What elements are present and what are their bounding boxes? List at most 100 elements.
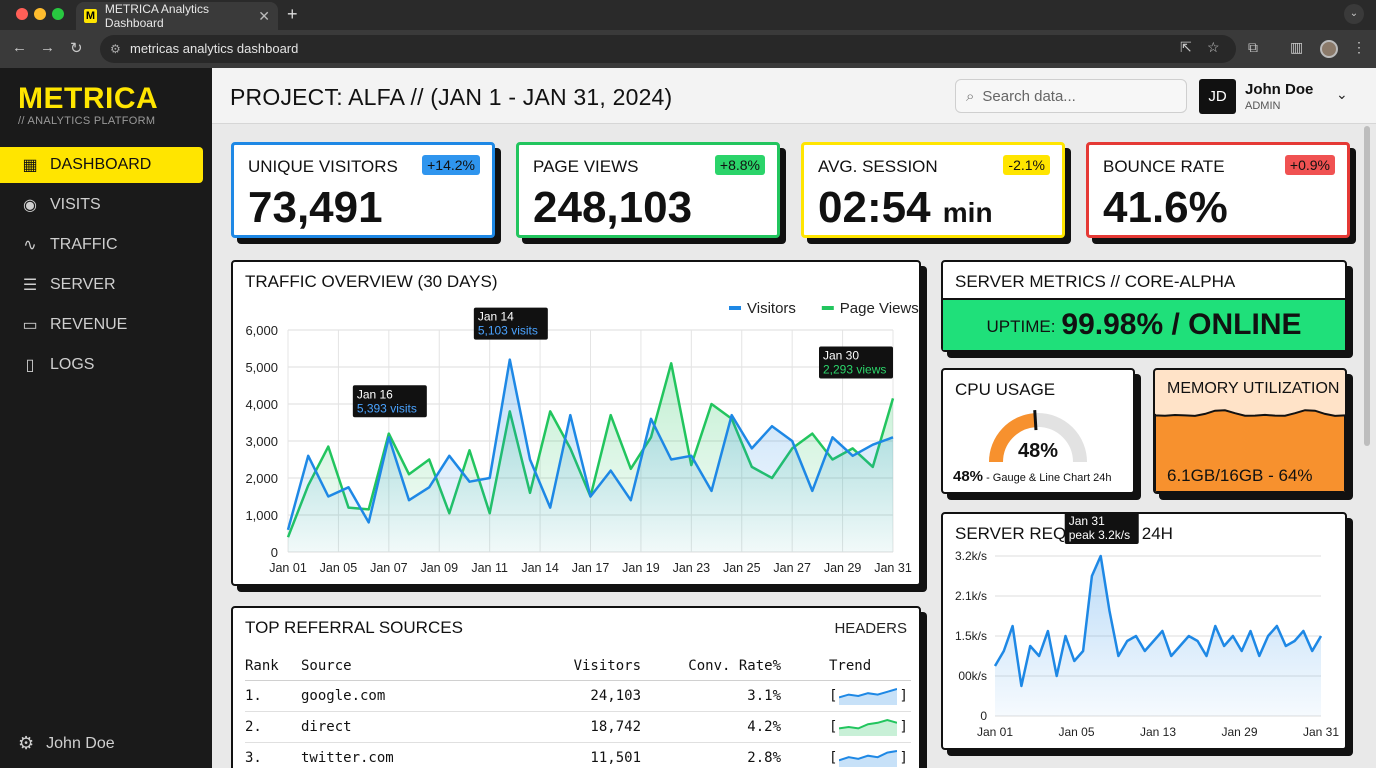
scrollbar[interactable] <box>1364 126 1372 766</box>
bookmark-star-icon[interactable]: ☆ <box>1207 39 1220 55</box>
window-minimize-dot[interactable] <box>34 8 46 20</box>
extensions-icon[interactable]: ⧉ <box>1248 39 1258 55</box>
chevron-down-icon[interactable]: ⌄ <box>1336 86 1348 102</box>
browser-menu-icon[interactable]: ⋮ <box>1352 39 1366 55</box>
table-row[interactable]: 2. direct 18,742 4.2% [] <box>245 711 911 743</box>
sidebar-item-revenue[interactable]: ▭ REVENUE <box>0 307 203 343</box>
install-app-icon[interactable]: ⇱ <box>1180 39 1192 55</box>
browser-tab-strip: M METRICA Analytics Dashboard ✕ + ⌄ <box>0 0 1376 30</box>
kpi-value-unit: min <box>942 197 993 228</box>
traffic-chart[interactable]: 0 1,000 2,000 3,000 4,000 5,000 6,000 Jan 01 Jan… <box>233 262 919 584</box>
tab-close-icon[interactable]: ✕ <box>258 7 270 24</box>
address-bar[interactable]: ⚙ metricas analytics dashboard <box>100 35 1236 63</box>
sparkline-area <box>839 688 898 705</box>
site-info-icon[interactable]: ⚙ <box>110 42 121 56</box>
y-tick-label: 6,000 <box>245 323 278 338</box>
sidebar-item-server[interactable]: ☰ SERVER <box>0 267 203 303</box>
logo[interactable]: METRICA <box>18 82 159 115</box>
sidebar-item-label: LOGS <box>50 356 95 373</box>
referral-sources-card: TOP REFERRAL SOURCES HEADERS Rank Source… <box>231 606 921 768</box>
x-tick-label: Jan 13 <box>1140 725 1176 739</box>
side-panel-icon[interactable]: ▥ <box>1290 39 1304 55</box>
cpu-gauge-value: 48% <box>1017 440 1059 462</box>
kpi-card-unique-visitors[interactable]: UNIQUE VISITORS +14.2% 73,491 <box>231 142 495 238</box>
row-rank: 2. <box>245 711 301 743</box>
uptime-value: 99.98% / ONLINE <box>1061 308 1302 341</box>
kpi-label: AVG. SESSION <box>818 157 938 176</box>
reload-icon[interactable]: ↻ <box>70 40 83 57</box>
gauge-needle <box>1033 410 1038 431</box>
y-tick-label: 00k/s <box>958 669 987 683</box>
sparkline <box>839 718 898 736</box>
tab-search-icon[interactable]: ⌄ <box>1344 4 1364 24</box>
column-header-source[interactable]: Source <box>301 652 521 681</box>
avatar[interactable]: JD <box>1199 79 1236 114</box>
kpi-card-bounce-rate[interactable]: BOUNCE RATE +0.9% 41.6% <box>1086 142 1350 238</box>
sidebar-item-label: SERVER <box>50 276 116 293</box>
x-tick-label: Jan 11 <box>471 561 508 575</box>
sparkline-line <box>839 718 898 729</box>
memory-utilization-card: MEMORY UTILIZATION 6.1GB/16GB - 64% <box>1153 368 1347 494</box>
sidebar-item-logs[interactable]: ▯ LOGS <box>0 347 203 383</box>
sidebar-item-label: REVENUE <box>50 316 128 333</box>
gauge-fill <box>989 413 1037 463</box>
kpi-card-page-views[interactable]: PAGE VIEWS +8.8% 248,103 <box>516 142 780 238</box>
search-icon: ⌕ <box>966 87 975 105</box>
back-icon[interactable]: ← <box>12 39 27 56</box>
tooltip-title: Jan 14 <box>478 310 514 324</box>
tooltip-title: Jan 31 <box>1069 514 1105 528</box>
table-header-row: Rank Source Visitors Conv. Rate% Trend <box>245 652 911 681</box>
table-row[interactable]: 3. twitter.com 11,501 2.8% [] <box>245 742 911 768</box>
sidebar-item-dashboard[interactable]: ▦ DASHBOARD <box>0 147 203 183</box>
tooltip-title: Jan 30 <box>823 348 859 362</box>
requests-chart[interactable]: 0 00k/s 1.5k/s 2.1k/s 3.2k/s Jan 01 Jan 05 Jan … <box>943 514 1345 748</box>
row-visitors: 24,103 <box>521 680 641 712</box>
y-tick-label: 0 <box>980 709 987 723</box>
window-close-dot[interactable] <box>16 8 28 20</box>
user-role: ADMIN <box>1245 100 1281 112</box>
kpi-card-avg-session[interactable]: AVG. SESSION -2.1% 02:54 min <box>801 142 1065 238</box>
y-tick-label: 3.2k/s <box>955 549 987 563</box>
cpu-gauge <box>989 410 1087 463</box>
profile-avatar-icon[interactable] <box>1320 40 1338 58</box>
row-source: twitter.com <box>301 742 521 768</box>
table-row[interactable]: 1. google.com 24,103 3.1% [] <box>245 680 911 712</box>
tooltip-value: 2,293 views <box>823 362 886 376</box>
y-tick-label: 5,000 <box>245 360 278 375</box>
x-tick-label: Jan 14 <box>521 561 559 575</box>
user-name[interactable]: John Doe <box>1245 81 1314 98</box>
traffic-overview-card: TRAFFIC OVERVIEW (30 DAYS) 0 1,000 2,000 3,… <box>231 260 921 586</box>
window-zoom-dot[interactable] <box>52 8 64 20</box>
forward-icon[interactable]: → <box>40 39 55 56</box>
sidebar-item-label: VISITS <box>50 196 101 213</box>
browser-tab[interactable]: M METRICA Analytics Dashboard ✕ <box>76 2 278 30</box>
x-tick-label: Jan 29 <box>1221 725 1257 739</box>
uptime-label: UPTIME: <box>986 317 1056 336</box>
search-input[interactable] <box>982 87 1163 105</box>
x-tick-label: Jan 31 <box>874 561 912 575</box>
gear-icon: ⚙ <box>18 733 35 753</box>
sparkline <box>839 687 898 705</box>
x-tick-label: Jan 25 <box>723 561 761 575</box>
cpu-caption-text: - Gauge & Line Chart 24h <box>983 472 1112 484</box>
sidebar-user-settings[interactable]: ⚙ John Doe <box>18 733 115 754</box>
column-header-trend[interactable]: Trend <box>781 652 911 681</box>
memory-level-fill <box>1155 409 1345 492</box>
new-tab-icon[interactable]: + <box>287 4 298 24</box>
sidebar-item-traffic[interactable]: ∿ TRAFFIC <box>0 227 203 263</box>
tooltip-box <box>473 307 548 340</box>
search-box[interactable]: ⌕ <box>955 79 1187 113</box>
column-header-visitors[interactable]: Visitors <box>521 652 641 681</box>
column-header-rank[interactable]: Rank <box>245 652 301 681</box>
favicon-icon: M <box>84 9 97 23</box>
scrollbar-thumb[interactable] <box>1364 126 1370 446</box>
headers-link[interactable]: HEADERS <box>834 620 907 637</box>
file-icon: ▯ <box>25 357 35 374</box>
server-metrics-title: SERVER METRICS // CORE-ALPHA <box>955 272 1236 291</box>
column-header-conv-rate[interactable]: Conv. Rate% <box>641 652 781 681</box>
x-tick-label: Jan 31 <box>1303 725 1339 739</box>
memory-value: 6.1GB/16GB - 64% <box>1167 466 1313 485</box>
sidebar-item-visits[interactable]: ◉ VISITS <box>0 187 203 223</box>
cpu-usage-card: CPU USAGE 48% 48% - Gauge & Line Chart 2… <box>941 368 1135 494</box>
memory-fill <box>1155 409 1345 492</box>
